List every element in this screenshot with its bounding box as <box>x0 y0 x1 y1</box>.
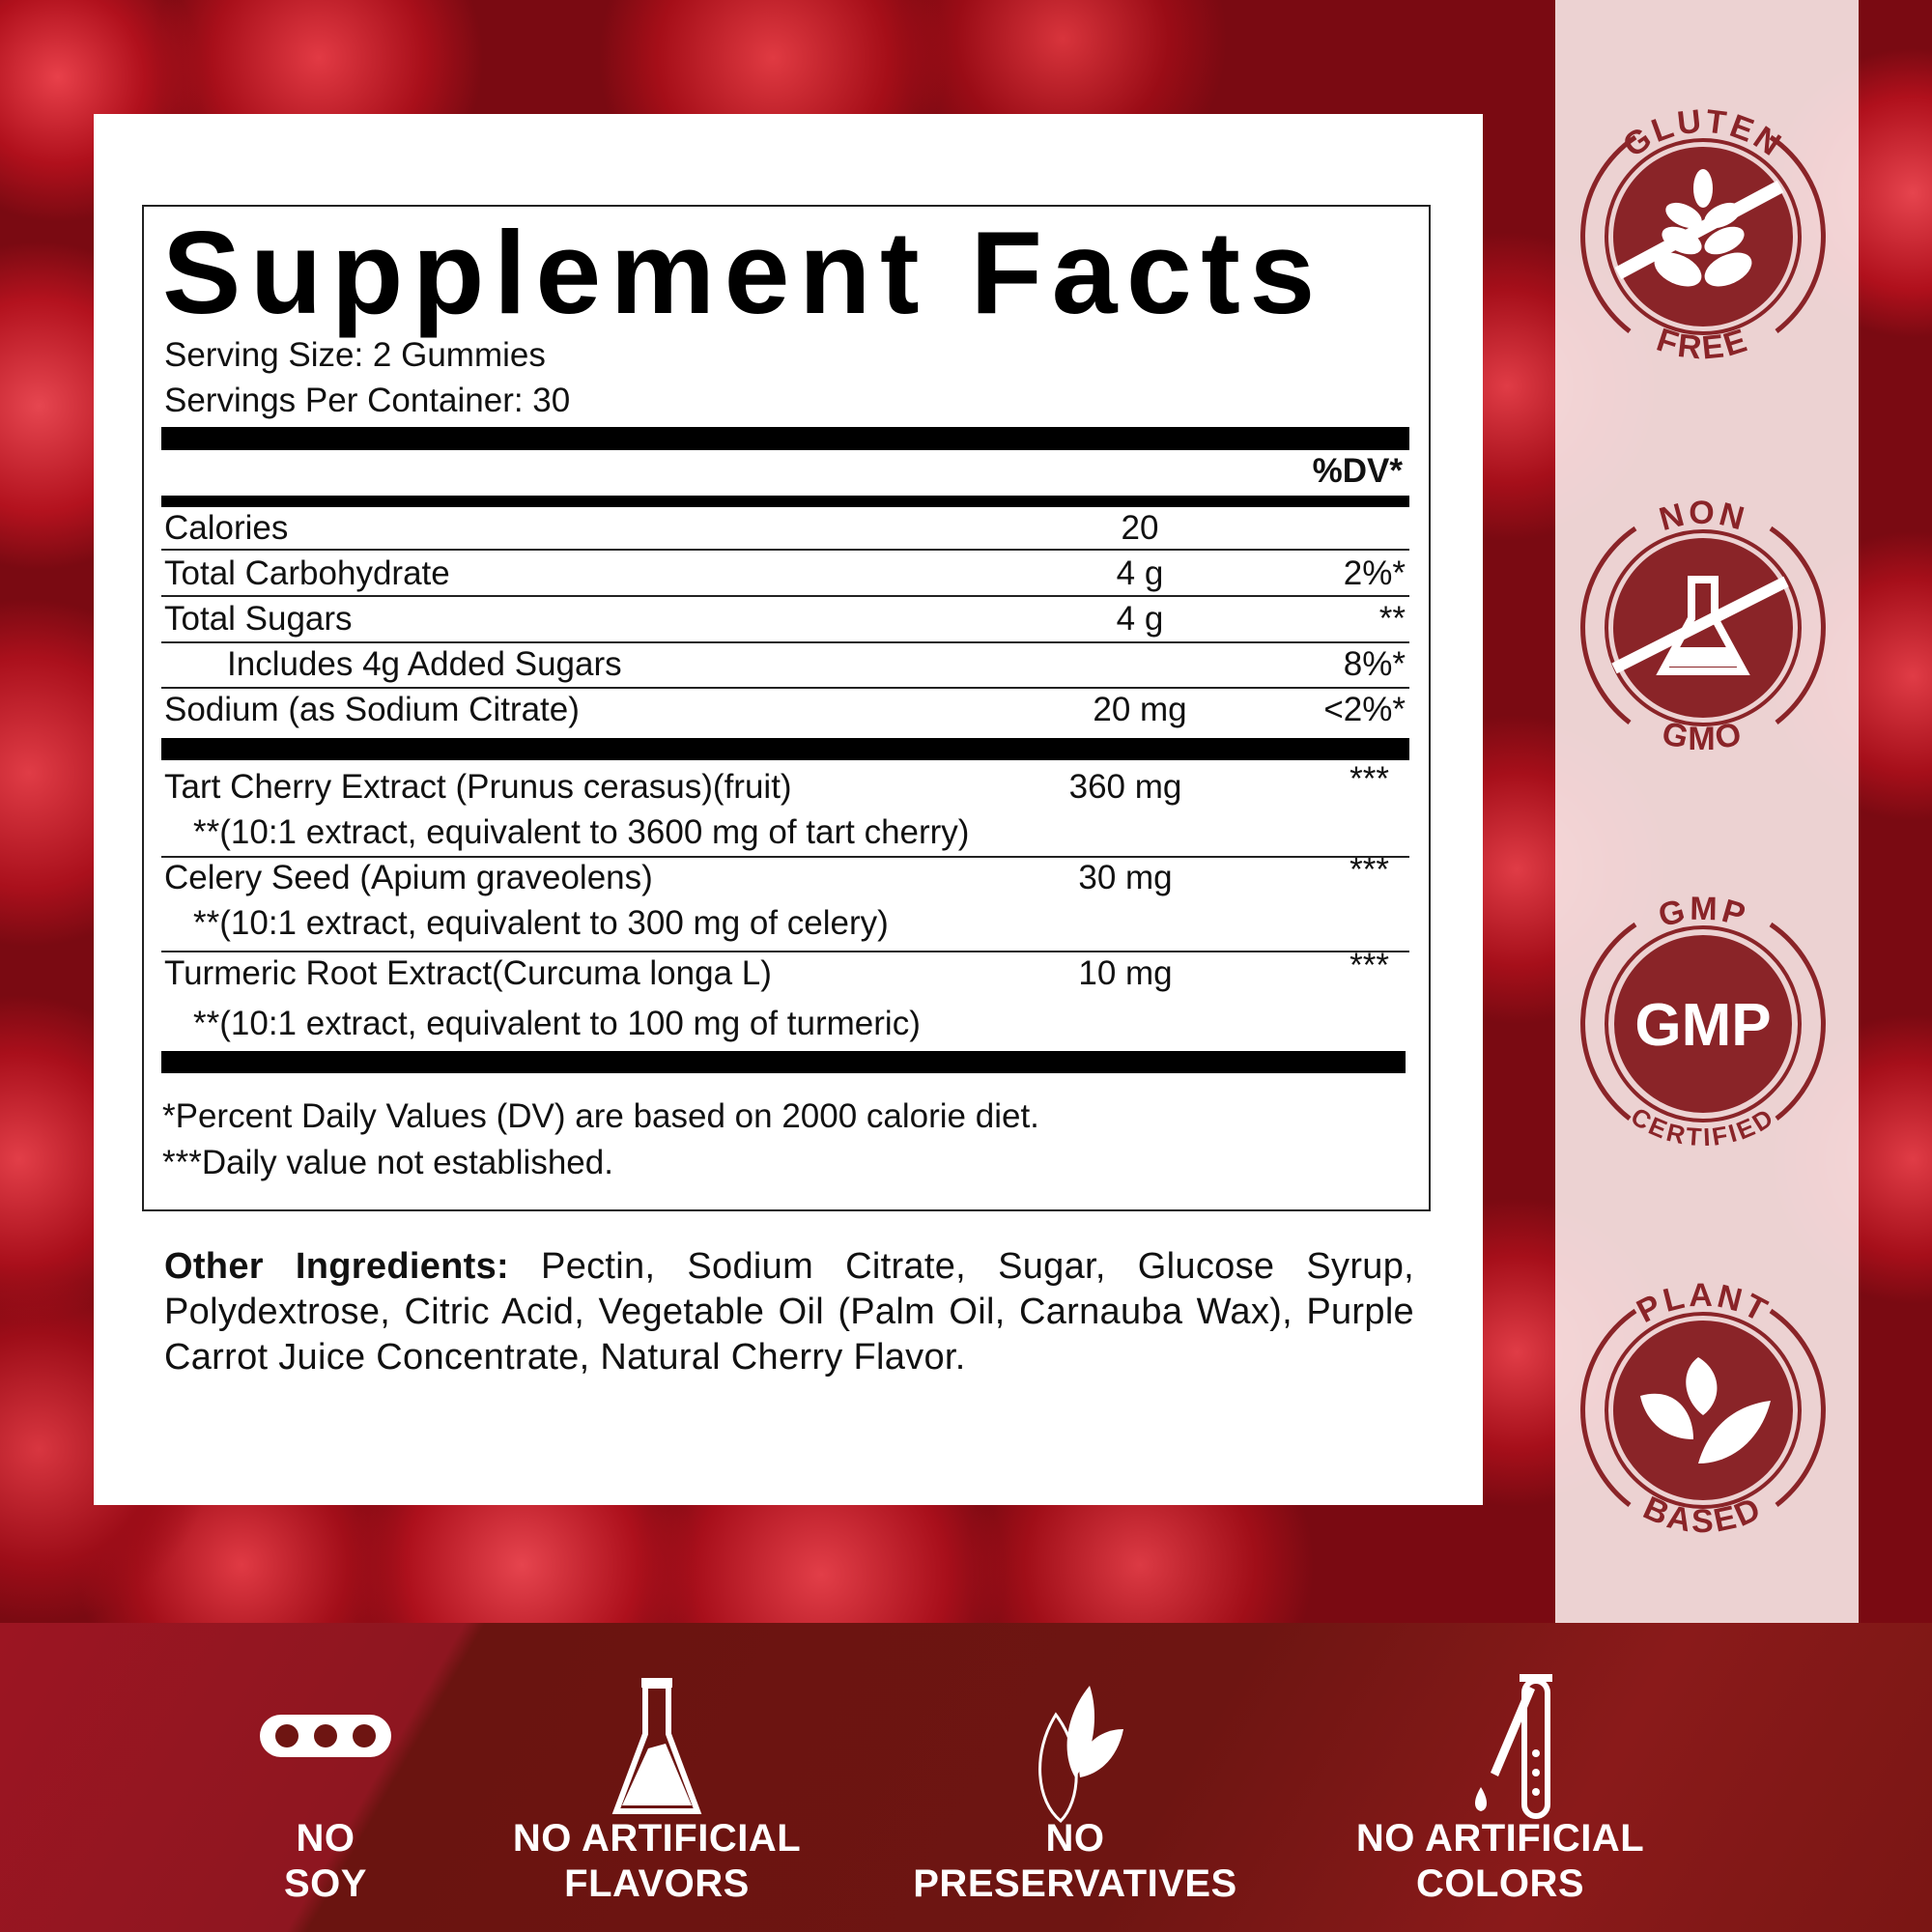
divider <box>161 496 1409 507</box>
nutrient-dv: 8%* <box>1343 645 1406 683</box>
footnote: ***Daily value not established. <box>162 1144 613 1181</box>
ingredient-amount: 10 mg <box>1078 954 1173 992</box>
ingredient-dv: *** <box>1350 947 1389 984</box>
feature-label-line2: COLORS <box>1415 1862 1585 1905</box>
nutrient-amount: 20 mg <box>1093 691 1187 728</box>
badge-bottom-text: FREE <box>1652 322 1750 367</box>
ingredient-name: Turmeric Root Extract(Curcuma longa L) <box>164 954 772 992</box>
nutrient-amount: 20 <box>1121 509 1159 547</box>
leaf-icon <box>1038 1686 1123 1824</box>
ingredient-name: Tart Cherry Extract (Prunus cerasus)(fru… <box>164 768 792 806</box>
other-ingredients: Other Ingredients: Pectin, Sodium Citrat… <box>164 1244 1414 1380</box>
svg-text:NON: NON <box>1656 495 1751 538</box>
row-divider <box>161 951 1409 952</box>
servings-per-container: Servings Per Container: 30 <box>164 382 571 419</box>
svg-text:GMO: GMO <box>1659 715 1748 757</box>
feature-label: NO PRESERVATIVES <box>882 1816 1268 1907</box>
other-ingredients-label: Other Ingredients: <box>164 1246 509 1287</box>
badge-plant-based: PLANT BASED <box>1580 1277 1826 1540</box>
badge-gmp-certified: GMP GMP CERTIFIED <box>1580 891 1826 1151</box>
row-divider <box>161 549 1409 551</box>
feature-label-line1: NO <box>296 1817 355 1860</box>
badge-non-gmo: NON GMO <box>1580 495 1826 757</box>
nutrient-name: Includes 4g Added Sugars <box>227 645 622 683</box>
ingredient-dv: *** <box>1350 760 1389 798</box>
svg-text:GMP: GMP <box>1655 891 1752 935</box>
feature-label: NO ARTIFICIAL COLORS <box>1307 1816 1693 1907</box>
facts-title: Supplement Facts <box>162 207 1324 338</box>
row-divider <box>161 595 1409 597</box>
nutrient-name: Sodium (as Sodium Citrate) <box>164 691 580 728</box>
svg-text:FREE: FREE <box>1652 322 1753 367</box>
serving-size: Serving Size: 2 Gummies <box>164 336 546 374</box>
badge-gluten-free: GLUTEN FREE <box>1580 102 1826 367</box>
nutrient-dv: 2%* <box>1343 554 1406 592</box>
badge-top-text: GMP <box>1655 891 1749 935</box>
nutrient-amount: 4 g <box>1116 554 1164 592</box>
ingredient-name: Celery Seed (Apium graveolens) <box>164 859 653 896</box>
supplement-facts-box <box>142 205 1431 1211</box>
thick-divider <box>161 1051 1406 1073</box>
feature-label: NO SOY <box>132 1816 519 1907</box>
wheat-crossed-icon <box>1614 169 1784 287</box>
thick-divider <box>161 738 1409 760</box>
row-divider <box>161 856 1409 858</box>
ingredient-note: **(10:1 extract, equivalent to 100 mg of… <box>193 1005 921 1042</box>
feature-label-line2: PRESERVATIVES <box>913 1862 1237 1905</box>
ingredient-note: **(10:1 extract, equivalent to 300 mg of… <box>193 904 889 942</box>
gmp-seal-icon: GMP <box>1634 992 1771 1059</box>
dropper-test-tube-icon <box>1475 1674 1552 1819</box>
ingredient-note: **(10:1 extract, equivalent to 3600 mg o… <box>193 813 970 851</box>
nutrient-name: Total Sugars <box>164 600 353 638</box>
feature-label: NO ARTIFICIAL FLAVORS <box>464 1816 850 1907</box>
nutrient-amount: 4 g <box>1116 600 1164 638</box>
badge-top-text: NON <box>1656 495 1748 538</box>
dv-header: %DV* <box>1312 452 1403 490</box>
badge-bottom-text: GMO <box>1659 715 1746 757</box>
footnote: *Percent Daily Values (DV) are based on … <box>162 1097 1039 1135</box>
feature-label-line2: FLAVORS <box>564 1862 750 1905</box>
other-ingredients-text: Pectin, Sodium Citrate, Sugar, Glucose S… <box>164 1246 1414 1378</box>
ingredient-amount: 30 mg <box>1078 859 1173 896</box>
thick-divider <box>161 427 1409 450</box>
leaves-icon <box>1640 1357 1771 1463</box>
soybean-icon <box>260 1715 391 1757</box>
nutrient-dv: <2%* <box>1323 691 1406 728</box>
flask-crossed-icon <box>1611 576 1789 675</box>
row-divider <box>161 641 1409 643</box>
nutrient-dv: ** <box>1378 600 1406 638</box>
badge-center-text: GMP <box>1634 992 1771 1059</box>
nutrient-name: Calories <box>164 509 289 547</box>
feature-label-line1: NO ARTIFICIAL <box>1355 1817 1645 1860</box>
feature-label-line1: NO <box>1045 1817 1105 1860</box>
nutrient-name: Total Carbohydrate <box>164 554 450 592</box>
label-panel <box>94 114 1483 1505</box>
feature-label-line1: NO ARTIFICIAL <box>512 1817 802 1860</box>
features-band <box>0 1623 1932 1932</box>
ingredient-amount: 360 mg <box>1068 768 1182 806</box>
flask-icon <box>611 1678 702 1814</box>
feature-label-line2: SOY <box>284 1862 367 1905</box>
row-divider <box>161 687 1409 689</box>
